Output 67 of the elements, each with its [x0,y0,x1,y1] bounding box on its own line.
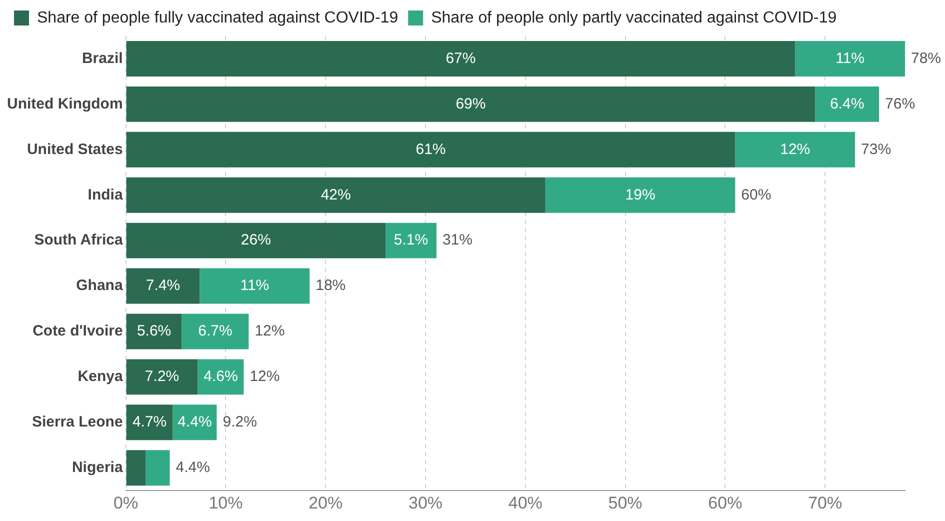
total-label: 12% [254,322,285,340]
y-tick-label: United States [26,140,123,158]
y-tick-label: Cote d'Ivoire [32,322,123,340]
bar [126,404,173,440]
data-label: 5.1% [394,232,428,249]
total-label: 18% [316,277,346,294]
bar [182,314,249,350]
bar [545,177,736,213]
y-tick-label: South Africa [34,232,124,249]
y-tick-label: Brazil [82,50,123,67]
bar [126,268,200,304]
data-label: 19% [625,186,656,204]
y-tick-label: Ghana [76,277,124,294]
bar [126,222,386,258]
data-label: 61% [416,140,446,158]
data-label: 67% [446,50,476,67]
data-label: 42% [320,186,351,204]
bar [126,177,546,213]
bar [198,359,244,395]
bar [200,268,310,304]
legend-label: Share of people fully vaccinated against COVID-19 [37,9,398,26]
total-label: 31% [442,232,473,249]
data-label: 11% [240,277,270,294]
total-label: 73% [861,140,892,158]
bar [386,222,436,258]
x-tick-label: 30% [408,493,443,512]
total-label: 9.2% [222,414,257,431]
data-label: 5.6% [136,322,172,340]
x-tick-label: 50% [608,493,642,512]
y-tick-label: Sierra Leone [32,414,123,431]
data-label: 69% [456,95,486,112]
data-label: 12% [780,140,810,158]
data-label: 7.4% [146,277,180,294]
legend-label: Share of people only partly vaccinated against COVID-19 [431,9,837,26]
total-label: 76% [885,95,916,112]
data-label: 11% [836,50,865,67]
bar [126,450,146,486]
x-tick-label: 60% [708,493,742,512]
bar [126,314,182,350]
x-tick-label: 0% [114,493,138,512]
y-tick-label: United Kingdom [6,95,123,112]
data-label: 4.7% [132,414,167,431]
bar [735,132,856,168]
data-label: 7.2% [144,368,180,386]
data-label: 4.4% [178,414,212,431]
x-tick-label: 10% [208,493,243,512]
data-label: 6.7% [198,322,232,340]
y-tick-label: Nigeria [72,459,124,476]
y-tick-label: India [88,186,124,204]
x-tick-label: 20% [308,493,343,512]
data-label: 6.4% [830,95,864,112]
y-tick-label: Kenya [78,368,124,386]
data-label: 4.6% [204,368,238,386]
bar [126,359,198,395]
x-tick-label: 70% [808,493,842,512]
bar [815,86,880,122]
bar [126,86,816,122]
x-tick-label: 40% [508,493,542,512]
total-label: 78% [911,50,942,67]
bar [126,132,736,168]
bar [146,450,170,486]
total-label: 4.4% [176,459,210,476]
total-label: 60% [741,186,772,204]
total-label: 12% [250,368,280,386]
data-label: 26% [240,232,271,249]
bar [126,41,796,76]
bar [795,41,905,76]
